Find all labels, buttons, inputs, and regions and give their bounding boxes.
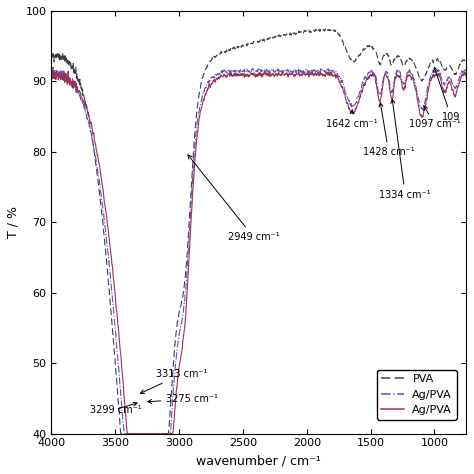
Ag/PVA <box>227 68 232 73</box>
Ag/PVA <box>122 431 128 437</box>
Line: PVA: PVA <box>51 29 466 434</box>
Ag/PVA <box>125 431 131 437</box>
Text: 1097 cm⁻¹: 1097 cm⁻¹ <box>409 106 460 129</box>
Ag/PVA <box>246 68 252 74</box>
Y-axis label: T / %: T / % <box>7 206 20 238</box>
Line: Ag/PVA: Ag/PVA <box>51 68 466 434</box>
Text: 3299 cm⁻¹: 3299 cm⁻¹ <box>90 402 141 414</box>
Ag/PVA <box>48 65 54 71</box>
Ag/PVA <box>430 67 436 73</box>
PVA <box>223 48 228 54</box>
Ag/PVA <box>226 71 232 76</box>
PVA <box>350 58 356 64</box>
Ag/PVA <box>223 69 229 74</box>
Ag/PVA <box>464 67 469 73</box>
PVA <box>246 40 251 46</box>
Ag/PVA <box>451 90 456 95</box>
X-axis label: wavenumber / cm⁻¹: wavenumber / cm⁻¹ <box>196 454 321 467</box>
PVA <box>118 431 124 437</box>
Ag/PVA <box>430 73 436 78</box>
Legend: PVA, Ag/PVA, Ag/PVA: PVA, Ag/PVA, Ag/PVA <box>377 370 456 419</box>
PVA <box>464 59 469 64</box>
PVA <box>451 71 456 76</box>
Text: 1334 cm⁻¹: 1334 cm⁻¹ <box>380 100 431 200</box>
Text: 2949 cm⁻¹: 2949 cm⁻¹ <box>188 155 279 242</box>
Line: Ag/PVA: Ag/PVA <box>51 67 466 434</box>
Ag/PVA <box>246 74 251 80</box>
Ag/PVA <box>50 64 56 70</box>
Text: 1642 cm⁻¹: 1642 cm⁻¹ <box>326 110 377 129</box>
PVA <box>430 60 436 65</box>
Text: 109: 109 <box>434 67 460 122</box>
Text: 1428 cm⁻¹: 1428 cm⁻¹ <box>363 103 414 157</box>
Ag/PVA <box>223 73 228 79</box>
Ag/PVA <box>451 85 456 91</box>
Ag/PVA <box>350 104 356 110</box>
Ag/PVA <box>350 111 356 117</box>
Ag/PVA <box>464 69 469 75</box>
Ag/PVA <box>48 66 54 72</box>
PVA <box>322 26 328 32</box>
PVA <box>226 48 232 54</box>
Text: 3313 cm⁻¹: 3313 cm⁻¹ <box>140 369 208 393</box>
Text: 3275 cm⁻¹: 3275 cm⁻¹ <box>148 394 218 404</box>
PVA <box>48 52 54 58</box>
